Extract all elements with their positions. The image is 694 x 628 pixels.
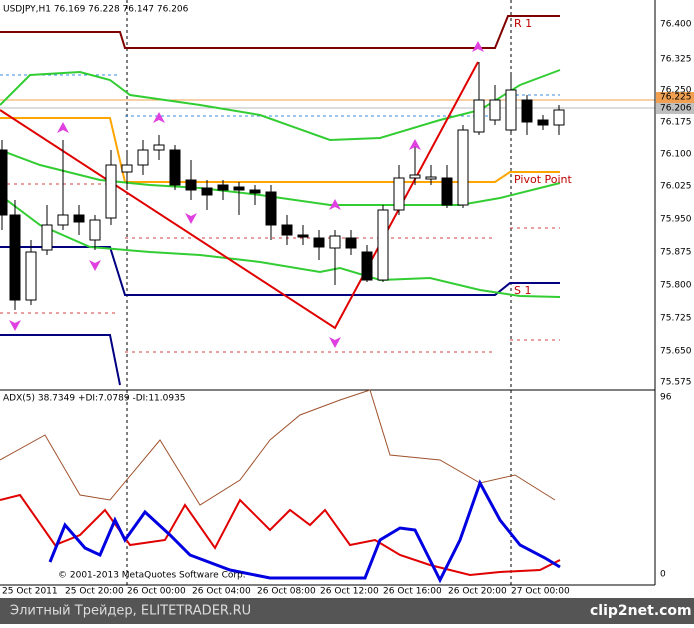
price-label: 75.725: [660, 314, 692, 324]
ask-label: 76.225: [660, 93, 692, 103]
candle-body: [201, 187, 213, 196]
indicator-title: ADX(5) 38.7349 +DI:7.0789 -DI:11.0935: [3, 394, 186, 404]
candle-body: [489, 99, 501, 121]
candle-body: [265, 191, 277, 226]
indicator-axis-label: 0: [660, 570, 666, 580]
time-label: 25 Oct 2011: [2, 587, 58, 597]
candle-body: [297, 234, 309, 238]
candle-body: [425, 176, 437, 180]
candle-body: [41, 224, 53, 251]
indicator-axis-label: 96: [660, 393, 672, 403]
candle-body: [537, 119, 549, 126]
candle-body: [233, 186, 245, 191]
candle-body: [57, 214, 69, 226]
bid-label: 76.206: [660, 104, 692, 114]
signal-arrow: [409, 139, 421, 150]
candles: [0, 62, 565, 310]
ask-box: [656, 92, 694, 103]
candle-body: [329, 235, 341, 249]
candle-body: [169, 149, 181, 186]
candle-body: [217, 184, 229, 191]
footer-left: Элитный Трейдер, ELITETRADER.RU: [10, 604, 251, 619]
price-label: 76.325: [660, 55, 692, 65]
candle-body: [249, 189, 261, 194]
signal-arrow: [185, 213, 197, 224]
price-label: 76.025: [660, 182, 692, 192]
minus-di-line: [0, 493, 561, 577]
candle-body: [521, 99, 533, 123]
candle-body: [185, 179, 197, 191]
candle-body: [9, 214, 21, 301]
signal-arrow: [329, 199, 341, 210]
signal-arrow: [57, 122, 69, 133]
signal-arrow: [9, 320, 21, 331]
time-label: 26 Oct 12:00: [320, 587, 379, 597]
candle-body: [361, 251, 373, 281]
candle-body: [505, 89, 517, 131]
s2-line: [0, 334, 121, 386]
plus-di-line: [48, 479, 561, 584]
time-label: 26 Oct 08:00: [257, 587, 316, 597]
band-middle: [0, 149, 561, 206]
signal-arrow: [329, 337, 341, 348]
s1-label: S 1: [514, 284, 531, 297]
candle-body: [25, 251, 37, 301]
candle-body: [345, 237, 357, 249]
footer: [0, 598, 694, 624]
candle-body: [457, 129, 469, 206]
time-label: 26 Oct 00:00: [127, 587, 186, 597]
signal-arrow: [89, 260, 101, 271]
time-label: 27 Oct 00:00: [511, 587, 570, 597]
time-label: 26 Oct 20:00: [448, 587, 507, 597]
price-label: 75.950: [660, 215, 692, 225]
price-label: 76.100: [660, 150, 692, 160]
price-label: 75.650: [660, 347, 692, 357]
time-label: 26 Oct 04:00: [192, 587, 251, 597]
candle-body: [393, 177, 405, 211]
price-label: 75.575: [660, 378, 692, 388]
price-label: 76.250: [660, 86, 692, 96]
band-lower: [0, 194, 561, 298]
r1-line: [0, 15, 560, 49]
adx-line: [0, 389, 556, 506]
price-label: 76.400: [660, 20, 692, 30]
candle-body: [137, 149, 149, 166]
time-label: 26 Oct 16:00: [383, 587, 442, 597]
candle-body: [121, 164, 133, 173]
arrows: [9, 41, 484, 348]
pivot-line: [0, 117, 560, 183]
candle-body: [553, 109, 565, 126]
time-label: 25 Oct 20:00: [65, 587, 124, 597]
signal-arrow: [472, 41, 484, 52]
candle-body: [0, 149, 8, 216]
signal-arrow: [153, 112, 165, 123]
pivot-label: Pivot Point: [514, 173, 572, 186]
candle-body: [73, 214, 85, 223]
r1-label: R 1: [514, 17, 532, 30]
price-label: 75.800: [660, 281, 692, 291]
candle-body: [473, 99, 485, 133]
candle-body: [105, 164, 117, 219]
candle-body: [313, 237, 325, 248]
price-label: 75.875: [660, 248, 692, 258]
candle-body: [89, 219, 101, 241]
footer-right: clip2net.com: [590, 603, 692, 619]
candle-body: [441, 177, 453, 206]
bid-box: [656, 103, 694, 114]
candle-body: [153, 144, 165, 151]
candle-body: [377, 209, 389, 281]
copyright: © 2001-2013 MetaQuotes Software Corp.: [58, 571, 246, 581]
candle-body: [281, 224, 293, 236]
levels: [0, 183, 560, 353]
price-label: 76.175: [660, 118, 692, 128]
levels-blue: [0, 74, 560, 117]
candle-body: [409, 174, 421, 179]
symbol-info: USDJPY,H1 76.169 76.228 76.147 76.206: [3, 5, 189, 15]
